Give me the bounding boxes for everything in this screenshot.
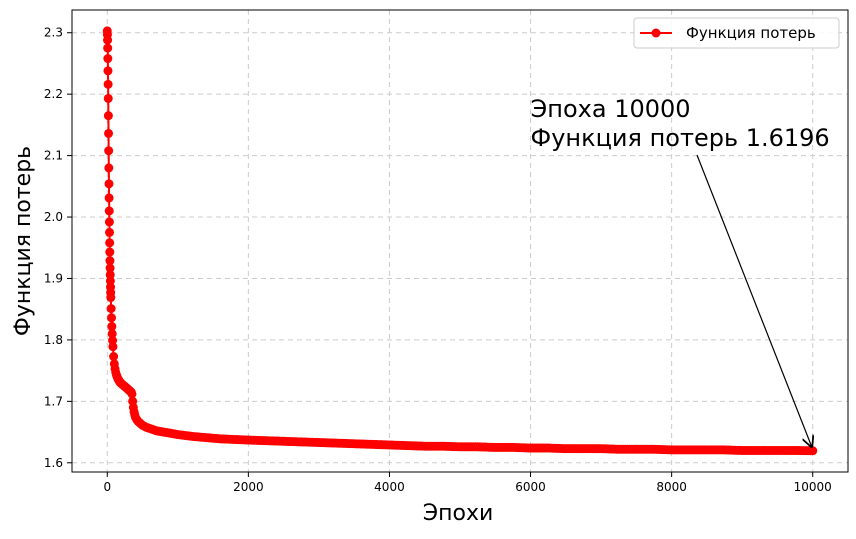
annotation-loss-text: Функция потерь 1.6196 [531, 124, 830, 152]
data-point [106, 293, 116, 303]
data-point [103, 111, 113, 121]
x-tick-label: 0 [103, 480, 111, 494]
data-point [103, 35, 113, 45]
legend: Функция потерь [633, 17, 840, 49]
data-point [103, 79, 113, 89]
data-point [104, 217, 114, 227]
plot-frame [71, 9, 849, 473]
y-tick-label: 1.7 [44, 394, 63, 408]
data-point [104, 163, 114, 173]
data-point [107, 329, 117, 339]
legend-box [633, 17, 840, 49]
y-tick-label: 1.9 [44, 271, 63, 285]
data-point [105, 263, 115, 273]
y-tick-label: 2.0 [44, 210, 63, 224]
x-tick-label: 4000 [374, 480, 405, 494]
grid-lines [72, 10, 848, 472]
data-point [104, 206, 114, 216]
data-point [127, 389, 137, 399]
legend-label-loss: Функция потерь [686, 24, 816, 42]
data-point [104, 128, 114, 138]
data-point [105, 238, 115, 248]
data-point [104, 179, 114, 189]
data-point [104, 193, 114, 203]
legend-marker-sample [651, 28, 661, 38]
y-tick-label: 2.3 [44, 26, 63, 40]
data-point [107, 313, 117, 323]
y-tick-label: 1.8 [44, 333, 63, 347]
data-point [103, 66, 113, 76]
y-tick-label: 2.2 [44, 87, 63, 101]
data-point [104, 146, 114, 156]
data-point [105, 247, 115, 257]
plot-background [72, 10, 848, 472]
y-tick-label: 2.1 [44, 149, 63, 163]
data-point [103, 93, 113, 103]
data-point [108, 342, 118, 352]
data-point [105, 227, 115, 237]
y-axis: 1.6 1.7 1.8 1.9 2.0 2.1 2.2 2.3 [44, 26, 72, 470]
data-point [103, 43, 113, 53]
x-tick-label: 6000 [515, 480, 546, 494]
x-axis-label: Эпохи [423, 501, 494, 526]
y-tick-label: 1.6 [44, 456, 63, 470]
x-tick-label: 10000 [794, 480, 832, 494]
data-point [109, 352, 119, 361]
y-axis-label: Функция потерь [11, 146, 36, 336]
series-layer [102, 26, 818, 456]
data-point [103, 54, 113, 64]
data-point [107, 321, 117, 331]
annotation-arrow [696, 154, 812, 447]
x-tick-label: 2000 [233, 480, 264, 494]
data-point [105, 256, 115, 266]
data-point [106, 304, 116, 314]
x-tick-label: 8000 [656, 480, 687, 494]
annotation-epoch-text: Эпоха 10000 [531, 95, 691, 123]
data-point [808, 446, 818, 456]
x-axis: 0 2000 4000 6000 8000 10000 [103, 472, 832, 494]
annotation: Эпоха 10000 Функция потерь 1.6196 [531, 95, 830, 447]
